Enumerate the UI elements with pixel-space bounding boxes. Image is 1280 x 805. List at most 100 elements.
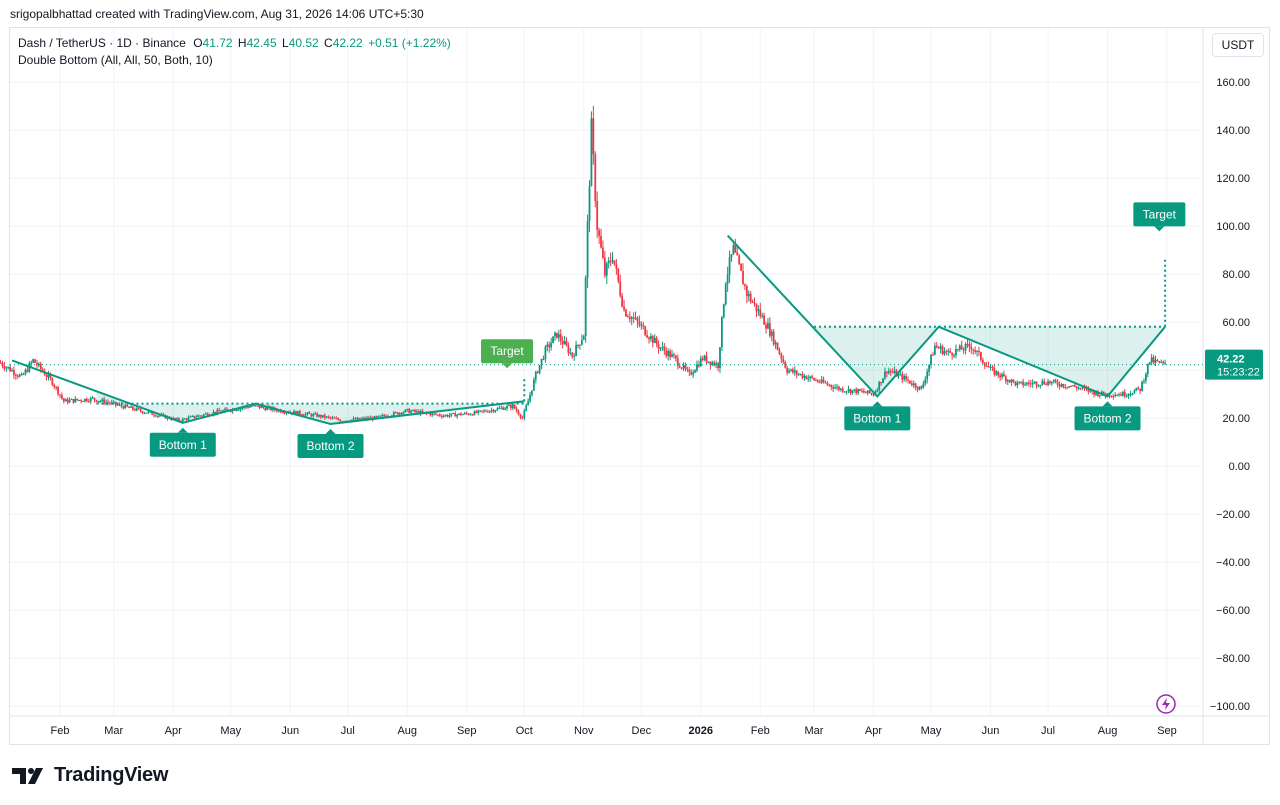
candle-body (1045, 384, 1048, 386)
candle-body (747, 293, 750, 297)
candle-body (1026, 382, 1028, 385)
chart-frame (9, 27, 1270, 745)
x-tick-label: Sep (1157, 725, 1177, 737)
candle-body (266, 407, 269, 411)
candle-body (907, 379, 909, 381)
candle-body (744, 284, 746, 286)
candle-body (899, 373, 902, 375)
candle-body (534, 371, 537, 380)
price-tag-value: 42.22 (1217, 354, 1245, 366)
candle-body (147, 411, 150, 413)
label-text: Target (1143, 207, 1177, 221)
candle-body (367, 417, 370, 419)
candle-body (1152, 357, 1155, 363)
candle-body (809, 376, 812, 379)
candle-body (51, 378, 54, 385)
candle-body (976, 350, 978, 352)
currency-button[interactable]: USDT (1212, 33, 1264, 57)
candle-body (437, 414, 439, 416)
candle-body (252, 405, 255, 407)
candle-body (191, 415, 194, 417)
candle-body (567, 345, 570, 354)
bottom-label[interactable]: Bottom 1 (149, 427, 216, 457)
candle-body (983, 362, 986, 367)
candle-body (1012, 379, 1015, 382)
bottom-label[interactable]: Bottom 2 (1074, 401, 1141, 431)
candle-body (947, 350, 950, 352)
candle-body (122, 406, 125, 409)
candle-body (742, 270, 744, 285)
candle-body (768, 323, 771, 336)
candle-body (880, 382, 883, 384)
candles (0, 105, 1166, 423)
pattern-labels: Bottom 1 Bottom 2 Target Bottom 1 Bottom 2 Ta… (149, 202, 1186, 458)
candle-body (1116, 395, 1119, 397)
candle-body (707, 361, 710, 363)
candle-body (396, 412, 399, 415)
x-tick-label: Nov (574, 725, 594, 737)
candle-body (490, 409, 493, 411)
candle-body (1041, 381, 1044, 385)
candle-body (784, 361, 787, 368)
candle-body (181, 418, 184, 422)
candle-body (1154, 359, 1157, 363)
candle-body (548, 344, 551, 348)
target-label[interactable]: Target (1133, 202, 1186, 232)
candle-body (556, 332, 558, 338)
label-pointer (872, 401, 883, 407)
x-tick-label: Feb (51, 725, 70, 737)
bottom-label[interactable]: Bottom 2 (297, 429, 364, 458)
candle-body (488, 410, 491, 413)
candle-body (1070, 386, 1072, 388)
candle-body (1022, 381, 1025, 386)
candle-body (352, 418, 355, 420)
change-value: +0.51 (+1.22%) (368, 36, 451, 50)
pattern-zigzag[interactable] (726, 234, 1166, 398)
candle-body (1039, 384, 1042, 386)
candle-body (87, 401, 90, 403)
candle-body (1004, 376, 1007, 382)
candle-body (1106, 393, 1109, 396)
candle-body (782, 358, 785, 362)
tradingview-logo[interactable]: TradingView (12, 764, 168, 787)
candle-body (438, 414, 441, 416)
candle-body (1146, 363, 1149, 374)
candle-body (344, 420, 347, 422)
candle-body (972, 349, 975, 351)
bolt-icon[interactable] (1156, 694, 1176, 714)
candle-body (985, 366, 988, 368)
pattern-zigzag[interactable] (11, 359, 525, 426)
candle-body (703, 355, 706, 360)
target-label[interactable]: Target (481, 339, 534, 369)
candle-body (613, 260, 616, 265)
candle-body (845, 391, 848, 393)
candle-body (1164, 362, 1166, 364)
open-label: O (193, 36, 203, 50)
candle-body (176, 418, 178, 420)
candle-body (834, 387, 836, 389)
bottom-label[interactable]: Bottom 1 (844, 401, 911, 431)
candle-body (999, 375, 1001, 378)
candle-body (778, 350, 781, 354)
x-tick-label: Sep (457, 725, 477, 737)
candle-body (861, 390, 863, 392)
indicator-row[interactable]: Double Bottom (All, All, 50, Both, 10) (18, 52, 451, 69)
candle-body (554, 332, 556, 337)
indicator-label[interactable]: Double Bottom (All, All, 50, Both, 10) (18, 53, 213, 67)
candle-body (1131, 393, 1134, 395)
candle-body (855, 389, 858, 394)
symbol-label[interactable]: Dash / TetherUS · 1D · Binance (18, 36, 186, 50)
candle-body (1158, 360, 1161, 363)
candle-body (508, 405, 510, 407)
candle-body (57, 387, 59, 395)
label-text: Target (490, 344, 524, 358)
candle-body (394, 412, 397, 414)
candle-body (74, 398, 77, 403)
candle-body (185, 418, 188, 420)
candle-body (820, 379, 823, 383)
candle-body (126, 404, 129, 407)
candle-body (41, 369, 44, 372)
candle-body (757, 309, 760, 312)
candle-body (903, 376, 906, 380)
